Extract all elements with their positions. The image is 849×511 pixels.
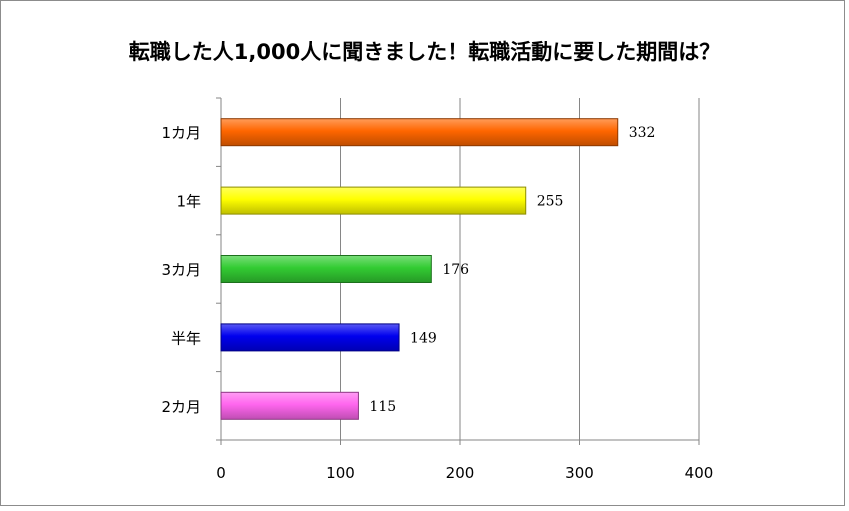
bar	[220, 118, 619, 147]
data-label: 255	[537, 194, 564, 210]
category-label: 2カ月	[161, 398, 201, 416]
data-label: 115	[369, 399, 396, 415]
chart-title: 転職した人1,000人に聞きました！転職活動に要した期間は？	[128, 40, 721, 64]
bars	[220, 118, 619, 420]
bar	[220, 255, 432, 283]
x-tick-label: 0	[216, 464, 226, 482]
x-tick-label: 200	[446, 464, 475, 482]
category-label: 1年	[176, 193, 201, 211]
data-label: 176	[442, 262, 469, 278]
data-label: 332	[629, 125, 656, 141]
category-label: 1カ月	[161, 124, 201, 142]
data-label: 149	[410, 330, 437, 346]
bar	[220, 391, 359, 420]
x-tick-label: 300	[565, 464, 594, 482]
bar	[220, 186, 527, 215]
labels: 0 100 200 300 400 1カ月 332 1年 255 3カ月 176 半年 149 2カ月 11…	[161, 124, 713, 482]
category-label: 3カ月	[161, 261, 201, 279]
x-tick-label: 100	[326, 464, 355, 482]
bar	[220, 323, 400, 352]
category-label: 半年	[171, 329, 201, 347]
x-tick-label: 400	[685, 464, 714, 482]
